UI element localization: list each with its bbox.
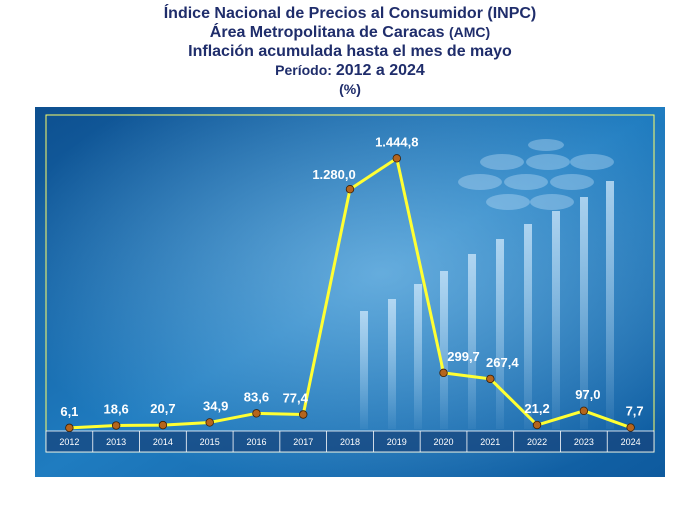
x-tick-label-2014: 2014	[153, 437, 173, 447]
x-tick-label-2021: 2021	[480, 437, 500, 447]
data-point-2015	[205, 418, 214, 427]
x-axis: 2012 2013 2014 2015 2016 2017 2018 2019 2020 2021…	[45, 430, 655, 453]
decorative-ellipse	[486, 194, 530, 210]
data-label-2019: 1.444,8	[375, 134, 418, 149]
data-label-2015: 34,9	[203, 398, 228, 413]
data-label-2012: 6,1	[60, 404, 78, 419]
decorative-bar	[496, 239, 504, 429]
x-tick-label-2012: 2012	[59, 437, 79, 447]
decorative-bar	[468, 254, 476, 429]
decorative-ellipse	[570, 154, 614, 170]
data-point-2012	[65, 423, 74, 433]
data-point-2014	[158, 420, 168, 430]
area-name: Área Metropolitana de Caracas	[209, 24, 445, 41]
decorative-bar	[580, 197, 588, 429]
x-tick-label-2013: 2013	[106, 437, 126, 447]
chart-title: Índice Nacional de Precios al Consumidor…	[163, 5, 537, 22]
period-range: 2012 a 2024	[335, 62, 425, 79]
data-label-2016: 83,6	[244, 389, 269, 404]
chart-titles: Índice Nacional de Precios al Consumidor…	[0, 4, 700, 99]
decorative-ellipse	[528, 139, 564, 151]
data-point-2024	[626, 423, 635, 432]
data-point-2023	[579, 406, 589, 416]
data-labels: 6,1 18,6 20,7 34,9 83,6 77,4 1.280,0 1.444,8 299…	[60, 134, 643, 419]
decorative-bar	[440, 271, 448, 429]
decorative-bar	[606, 181, 614, 429]
decorative-ellipse	[550, 174, 594, 190]
data-label-2023: 97,0	[575, 387, 600, 402]
decorative-bar	[414, 284, 422, 429]
x-tick-label-2023: 2023	[574, 437, 594, 447]
chart-unit: (%)	[339, 81, 361, 97]
data-point-2022	[532, 420, 542, 430]
decorative-bar	[524, 224, 532, 429]
data-point-2020	[439, 368, 448, 378]
decorative-ellipse	[530, 194, 574, 210]
data-point-2021	[486, 374, 495, 384]
x-tick-label-2018: 2018	[340, 437, 360, 447]
decorative-ellipse	[504, 174, 548, 190]
x-tick-label-2022: 2022	[527, 437, 547, 447]
data-label-2020: 299,7	[447, 349, 480, 364]
chart-background	[35, 107, 665, 477]
inflation-series	[65, 154, 635, 433]
decorative-ellipse	[526, 154, 570, 170]
data-point-2013	[111, 421, 121, 430]
data-label-2024: 7,7	[626, 404, 644, 419]
data-label-2014: 20,7	[150, 401, 175, 416]
decorative-bar	[552, 211, 560, 429]
x-tick-label-2015: 2015	[200, 437, 220, 447]
chart-period: Período: 2012 a 2024	[0, 61, 700, 80]
x-tick-label-2017: 2017	[293, 437, 313, 447]
decorative-ellipse	[480, 154, 524, 170]
chart-subtitle-area: Área Metropolitana de Caracas (AMC)	[0, 23, 700, 42]
data-point-2017	[299, 410, 308, 419]
data-label-2018: 1.280,0	[312, 167, 355, 182]
data-label-2021: 267,4	[486, 355, 519, 370]
decorative-bar	[388, 299, 396, 429]
x-tick-label-2016: 2016	[246, 437, 266, 447]
decorative-bar	[360, 311, 368, 429]
data-label-2022: 21,2	[524, 401, 549, 416]
x-tick-label-2020: 2020	[434, 437, 454, 447]
data-label-2017: 77,4	[283, 391, 309, 406]
decorative-ellipse	[458, 174, 502, 190]
chart-subtitle-description: Inflación acumulada hasta el mes de mayo	[188, 43, 512, 60]
data-label-2013: 18,6	[103, 402, 128, 417]
data-point-2019	[392, 154, 401, 163]
x-tick-label-2019: 2019	[387, 437, 407, 447]
period-label: Período:	[275, 62, 332, 78]
x-axis-band	[45, 430, 655, 453]
area-abbrev: (AMC)	[448, 24, 491, 40]
data-point-2016	[252, 409, 261, 418]
x-tick-label-2024: 2024	[621, 437, 641, 447]
data-point-2018	[345, 185, 355, 194]
